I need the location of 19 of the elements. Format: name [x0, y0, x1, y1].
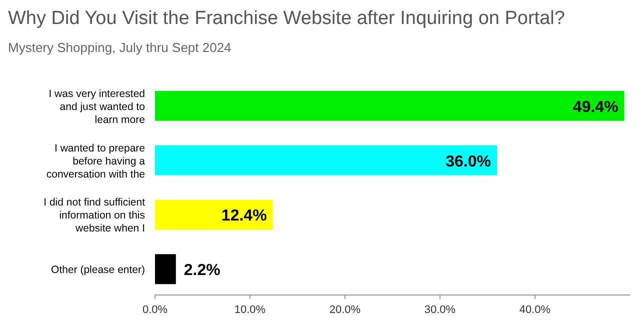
- y-tick-label: I wanted to prepare before having a conversation with the: [46, 142, 146, 180]
- x-tick-label: 0.0%: [142, 304, 168, 316]
- y-tick-label: I did not find sufficient information on this website when I: [44, 196, 146, 235]
- chart-title: Why Did You Visit the Franchise Website after Inquiring on Portal?: [8, 8, 565, 29]
- data-label: 36.0%: [446, 153, 491, 170]
- data-label: 49.4%: [572, 98, 618, 116]
- bar: [155, 200, 273, 230]
- data-label: 2.2%: [184, 262, 220, 280]
- x-tick-label: 20.0%: [329, 304, 361, 316]
- bar: [155, 145, 497, 176]
- x-tick-label: 10.0%: [234, 304, 266, 316]
- data-label: 12.4%: [221, 208, 267, 225]
- y-tick-label: I was very interested and just wanted to learn more: [48, 88, 146, 126]
- chart-subtitle: Mystery Shopping, July thru Sept 2024: [8, 40, 232, 55]
- bar: [155, 90, 624, 121]
- x-tick-label: 40.0%: [519, 304, 551, 316]
- y-tick-label: Other (please enter): [51, 264, 145, 276]
- bar: [155, 254, 176, 284]
- x-tick-label: 30.0%: [424, 304, 456, 316]
